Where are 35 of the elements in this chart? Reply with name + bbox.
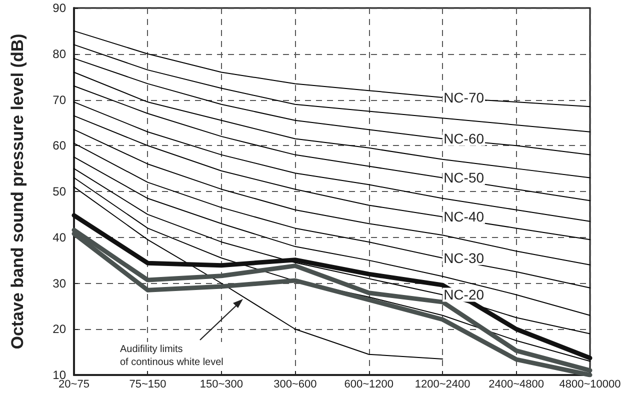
y-tick-label: 80 bbox=[52, 46, 66, 61]
y-tick-label: 90 bbox=[52, 1, 66, 15]
y-tick-label: 70 bbox=[52, 92, 66, 107]
x-tick-label: 150~300 bbox=[200, 378, 243, 390]
y-tick-label: 60 bbox=[52, 138, 66, 153]
annotation: NC-50 bbox=[444, 170, 484, 186]
annotation: NC-30 bbox=[444, 250, 484, 266]
y-tick-label: 20 bbox=[52, 322, 66, 336]
annotation: NC-60 bbox=[444, 130, 484, 147]
line-series bbox=[74, 44, 590, 132]
x-tick-label: 75~150 bbox=[129, 378, 166, 390]
annotation: NC-40 bbox=[444, 208, 484, 225]
line-series bbox=[74, 142, 590, 288]
line-series bbox=[74, 186, 444, 360]
annotation: Audifility limits of continous white level bbox=[120, 344, 224, 368]
y-axis-title: Octave band sound pressure level (dB) bbox=[8, 34, 27, 350]
line-series bbox=[74, 85, 590, 202]
line-series bbox=[74, 58, 590, 156]
x-tick-label: 20~75 bbox=[58, 378, 90, 390]
y-tick-label: 50 bbox=[52, 184, 66, 198]
line-series bbox=[74, 129, 590, 266]
line-series bbox=[74, 30, 590, 108]
line-series bbox=[74, 168, 590, 334]
x-tick-label: 600~1200 bbox=[344, 378, 394, 390]
annotation: NC-20 bbox=[444, 286, 484, 303]
x-tick-label: 4800~10000 bbox=[559, 378, 621, 390]
x-tick-label: 300~600 bbox=[274, 378, 317, 390]
x-tick-label: 1200~2400 bbox=[414, 378, 470, 390]
line-series bbox=[74, 156, 590, 316]
annotation: NC-70 bbox=[444, 89, 484, 106]
line-series bbox=[74, 115, 590, 240]
y-tick-label: 30 bbox=[52, 276, 66, 290]
line-series bbox=[74, 102, 590, 222]
x-tick-label: 2400~4800 bbox=[488, 378, 544, 390]
y-tick-label: 40 bbox=[52, 230, 66, 244]
